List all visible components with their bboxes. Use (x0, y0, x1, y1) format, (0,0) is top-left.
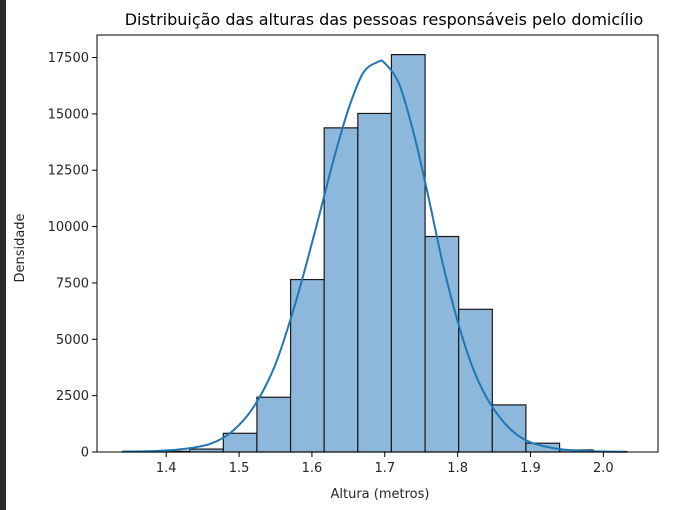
histogram-chart: Distribuição das alturas das pessoas res… (13, 10, 659, 502)
y-tick-label: 12500 (48, 164, 89, 179)
histogram-bar-6 (289, 278, 325, 453)
y-axis-label: Densidade (13, 213, 28, 282)
x-axis-label: Altura (metros) (331, 487, 430, 502)
x-tick-label: 1.6 (302, 461, 323, 476)
y-tick-label: 10000 (48, 220, 89, 235)
histogram-bar-11 (458, 308, 493, 453)
x-axis-ticks: 1.4 1.5 1.6 1.7 1.8 1.9 2.0 (156, 452, 614, 476)
histogram-bar-8 (357, 112, 393, 453)
y-tick-label: 15000 (48, 107, 89, 122)
histogram-bar-10 (424, 235, 460, 453)
y-tick-label: 5000 (56, 333, 89, 348)
x-tick-label: 1.8 (447, 461, 468, 476)
kde-curve (122, 59, 626, 453)
x-tick-label: 2.0 (593, 461, 614, 476)
x-tick-label: 1.5 (229, 461, 250, 476)
y-tick-label: 0 (81, 446, 89, 461)
plot-frame (96, 34, 659, 453)
chart-title: Distribuição das alturas das pessoas res… (125, 10, 644, 29)
y-tick-label: 7500 (56, 276, 89, 291)
histogram-bar-5 (256, 396, 292, 453)
histogram-bars (121, 54, 628, 453)
y-tick-label: 2500 (56, 389, 89, 404)
y-tick-label: 17500 (48, 51, 89, 66)
histogram-bar-9 (390, 54, 426, 453)
chart-figure: Distribuição das alturas das pessoas res… (6, 0, 688, 510)
x-tick-label: 1.9 (520, 461, 541, 476)
y-axis-ticks: 0 2500 5000 7500 10000 12500 15000 17500 (48, 51, 97, 461)
kde-curve-group (122, 59, 626, 453)
histogram-bar-4 (222, 432, 258, 453)
x-tick-label: 1.4 (156, 461, 177, 476)
x-tick-label: 1.7 (374, 461, 395, 476)
